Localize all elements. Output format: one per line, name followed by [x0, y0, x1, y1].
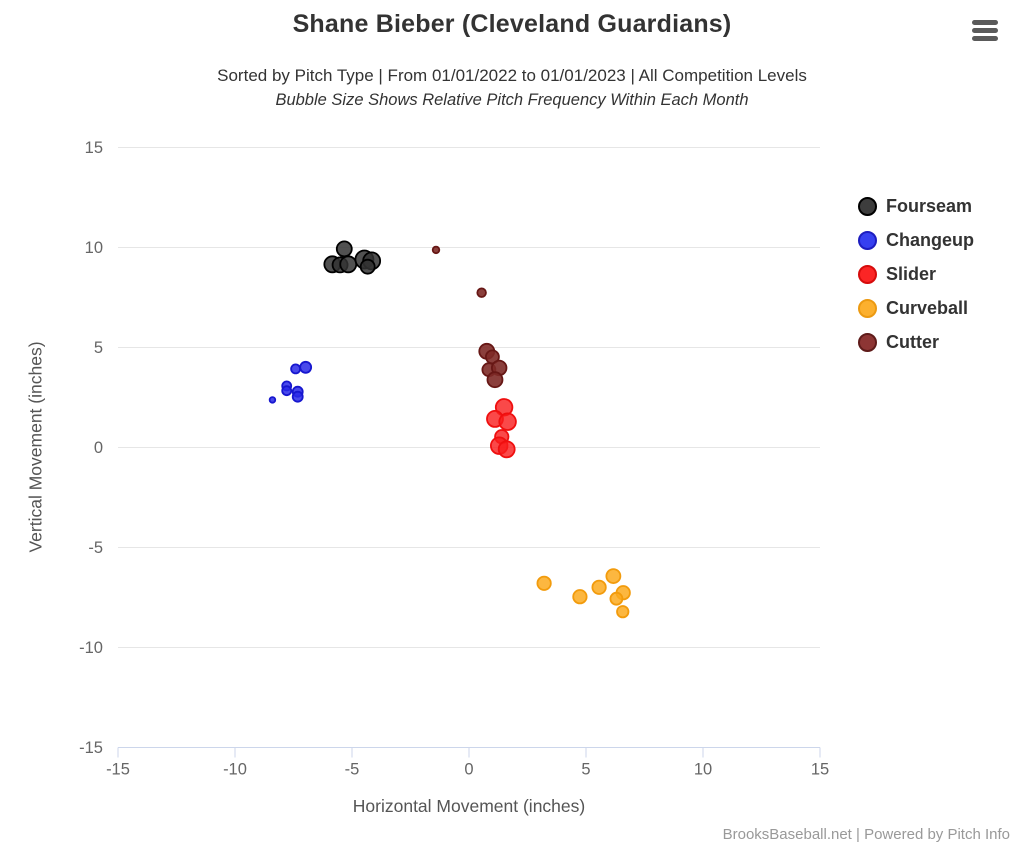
x-tick-label: -15	[106, 761, 130, 779]
bubble-changeup[interactable]	[268, 396, 277, 404]
credits-link[interactable]: BrooksBaseball.net | Powered by Pitch In…	[722, 826, 1010, 843]
hamburger-bar	[972, 36, 998, 42]
bubble-fourseam[interactable]	[339, 255, 358, 274]
hamburger-menu-icon[interactable]	[972, 20, 998, 44]
bubble-curveball[interactable]	[605, 568, 622, 584]
y-tick-label: 0	[94, 439, 103, 457]
y-tick-label: 15	[85, 139, 103, 157]
legend: Fourseam Changeup Slider Curveball Cutter	[858, 196, 974, 353]
chart-subtitle: Sorted by Pitch Type | From 01/01/2022 t…	[217, 66, 807, 85]
bubble-cutter[interactable]	[476, 287, 487, 298]
bubble-slider[interactable]	[497, 440, 516, 459]
hamburger-bar	[972, 20, 998, 25]
legend-item-changeup[interactable]: Changeup	[858, 230, 974, 251]
bubble-changeup[interactable]	[299, 360, 313, 374]
x-tick-label: 10	[694, 761, 712, 779]
legend-label: Slider	[886, 264, 937, 284]
y-axis-title: Vertical Movement (inches)	[25, 341, 46, 553]
x-tick-label: 5	[581, 761, 590, 779]
legend-label: Curveball	[886, 298, 969, 318]
legend-label: Fourseam	[886, 196, 973, 216]
legend-item-cutter[interactable]: Cutter	[858, 332, 974, 353]
bubble-curveball[interactable]	[536, 575, 552, 591]
y-tick-label: 10	[85, 239, 103, 257]
y-tick-label: -10	[79, 639, 103, 657]
x-tick-label: -10	[223, 761, 247, 779]
y-tick-label: -5	[88, 539, 103, 557]
bubble-curveball[interactable]	[591, 579, 607, 595]
legend-marker-icon	[858, 265, 877, 284]
hamburger-bar	[972, 28, 998, 34]
bubble-changeup[interactable]	[281, 385, 293, 397]
x-axis-title: Horizontal Movement (inches)	[352, 796, 586, 816]
legend-marker-icon	[858, 197, 877, 216]
y-tick-label: -15	[79, 739, 103, 757]
legend-label: Changeup	[886, 230, 974, 250]
chart-subtitle-note: Bubble Size Shows Relative Pitch Frequen…	[275, 91, 749, 109]
legend-marker-icon	[858, 299, 877, 318]
legend-label: Cutter	[886, 332, 939, 352]
bubble-curveball[interactable]	[616, 605, 630, 619]
bubble-cutter[interactable]	[431, 245, 441, 255]
legend-marker-icon	[858, 231, 877, 250]
bubble-changeup[interactable]	[291, 390, 304, 403]
bubble-slider[interactable]	[498, 412, 517, 431]
legend-marker-icon	[858, 333, 877, 352]
bubble-fourseam[interactable]	[359, 258, 376, 275]
legend-item-slider[interactable]: Slider	[858, 264, 974, 285]
bubble-fourseam[interactable]	[335, 240, 353, 258]
x-tick-label: 0	[464, 761, 473, 779]
bubble-cutter[interactable]	[486, 371, 504, 389]
x-tick-label: -5	[345, 761, 360, 779]
y-tick-label: 5	[94, 339, 103, 357]
legend-item-fourseam[interactable]: Fourseam	[858, 196, 974, 217]
chart-title: Shane Bieber (Cleveland Guardians)	[292, 10, 732, 38]
bubble-changeup[interactable]	[290, 363, 302, 375]
bubble-curveball[interactable]	[609, 591, 624, 606]
bubble-curveball[interactable]	[572, 589, 588, 605]
legend-item-curveball[interactable]: Curveball	[858, 298, 974, 319]
x-tick-label: 15	[811, 761, 829, 779]
